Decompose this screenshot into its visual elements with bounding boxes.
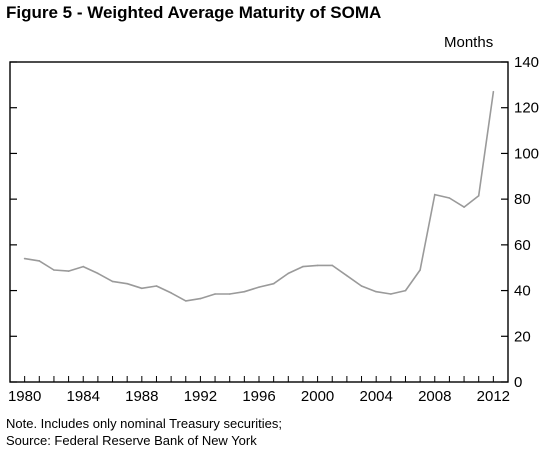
axes [9, 61, 509, 383]
data-point [126, 282, 128, 285]
y-tick-label: 40 [514, 283, 531, 300]
data-point [375, 290, 377, 293]
data-point [97, 272, 99, 275]
data-point [448, 197, 451, 199]
y-tick-label: 20 [514, 328, 531, 345]
data-point [477, 194, 480, 197]
x-tick-label: 2004 [359, 388, 392, 405]
ticks: 0 20 40 60 80 100 120 140 1980 1984 1988 1992 1996 20… [8, 54, 539, 405]
data-point [331, 264, 334, 267]
data-point [23, 257, 26, 260]
x-tick-label: 1984 [67, 388, 100, 405]
data-point [463, 206, 465, 208]
y-axis-unit-label: Months [444, 34, 494, 51]
data-point [390, 293, 392, 295]
data-point [492, 90, 495, 93]
data-point [38, 260, 41, 262]
data-point [82, 265, 85, 268]
data-point [228, 293, 231, 295]
data-point [141, 287, 143, 290]
x-tick-label: 1980 [8, 388, 41, 405]
data-point [184, 300, 187, 302]
data-point [243, 290, 246, 293]
data-point [433, 193, 436, 196]
data-point [287, 272, 290, 275]
x-tick-label: 1992 [184, 388, 217, 405]
y-tick-label: 140 [514, 54, 539, 71]
data-point [272, 282, 275, 285]
chart-footnote: Note. Includes only nominal Treasury sec… [6, 415, 282, 449]
y-tick-label: 60 [514, 237, 531, 254]
data-point [360, 285, 363, 287]
data-point [346, 274, 348, 277]
series [23, 90, 495, 302]
data-point [302, 265, 304, 268]
data-point [258, 286, 260, 288]
data-point [155, 285, 158, 287]
chart-title: Figure 5 - Weighted Average Maturity of … [6, 3, 382, 22]
x-tick-label: 1996 [242, 388, 275, 405]
plot-frame [9, 61, 509, 383]
data-point [53, 269, 55, 271]
data-point [316, 264, 319, 267]
x-tick-label: 1988 [125, 388, 158, 405]
y-tick-label: 100 [514, 145, 539, 162]
footnote-note: Note. Includes only nominal Treasury sec… [6, 416, 283, 431]
data-point [199, 297, 202, 300]
y-tick-label: 80 [514, 191, 531, 208]
x-tick-label: 2008 [418, 388, 451, 405]
data-point [419, 269, 421, 271]
y-tick-label: 120 [514, 100, 539, 117]
data-point [67, 270, 70, 272]
x-tick-label: 2012 [477, 388, 510, 405]
series-line [24, 91, 495, 302]
data-point [404, 289, 407, 292]
y-tick-label: 0 [514, 374, 522, 391]
footnote-source: Source: Federal Reserve Bank of New York [6, 433, 257, 448]
x-tick-label: 2000 [301, 388, 334, 405]
data-point [170, 292, 172, 294]
data-point [111, 280, 114, 283]
data-point [214, 293, 216, 295]
